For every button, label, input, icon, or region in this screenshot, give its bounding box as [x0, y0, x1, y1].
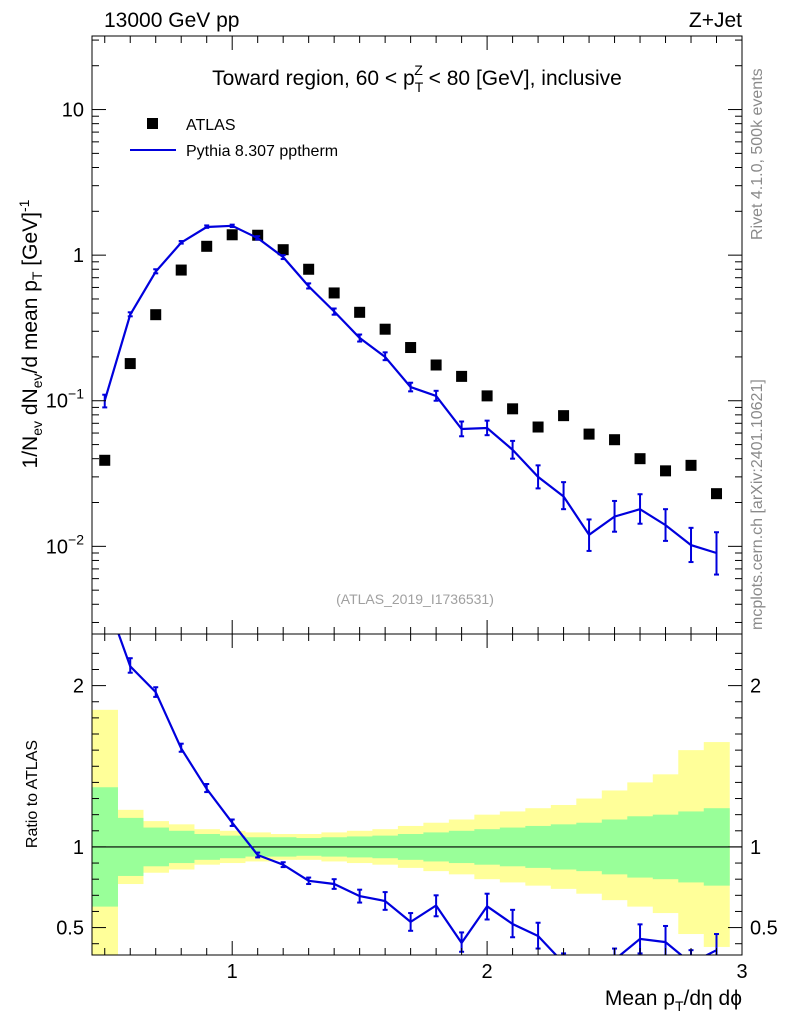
atlas-point [99, 454, 111, 466]
atlas-point [354, 306, 366, 318]
atlas-point [150, 309, 162, 321]
main-ylabel: 1/Nev dNev/d mean pT [GeV]-1 [16, 199, 45, 468]
rivet-version-label: Rivet 4.1.0, 500k events [749, 68, 766, 240]
analysis-watermark: (ATLAS_2019_I1736531) [336, 591, 494, 607]
ratio-ylabel: Ratio to ATLAS [24, 740, 41, 848]
ratio-axes: 1 2 30.5 0.51 12 2 [56, 634, 778, 983]
ylabel-e4: -1 [16, 199, 32, 212]
plot-title: Toward region, 60 < pTZ < 80 [GeV], incl… [212, 62, 622, 95]
main-y-tick-label: 10−2 [46, 531, 84, 558]
xlabel-p2: /dη dϕ [684, 987, 742, 1010]
ratio-y-tick-label: 0.5 [56, 918, 84, 940]
atlas-point [481, 390, 493, 402]
xlabel-p1: Mean p [605, 987, 675, 1010]
atlas-point [583, 428, 595, 440]
atlas-point [303, 263, 315, 275]
atlas-point [456, 370, 468, 382]
atlas-point [711, 488, 723, 500]
atlas-point [634, 453, 646, 465]
main-y-tick-label: 10−1 [46, 386, 84, 413]
atlas-point [405, 342, 417, 354]
legend-label-pythia: Pythia 8.307 pptherm [186, 143, 338, 160]
atlas-point [328, 287, 340, 299]
ratio-y-tick-label-right: 1 [750, 837, 761, 859]
atlas-point [507, 403, 519, 415]
ratio-y-tick-label-right: 0.5 [750, 918, 778, 940]
title-sub: T [415, 79, 424, 95]
x-tick-label: 3 [736, 961, 747, 983]
ylabel-p2: dN [19, 388, 42, 421]
atlas-point [226, 229, 238, 241]
legend-label-atlas: ATLAS [186, 117, 236, 134]
ylabel-p1: 1/N [19, 436, 42, 469]
ylabel-s2: ev [29, 373, 45, 388]
ylabel-s3: T [29, 271, 45, 280]
atlas-point [558, 410, 570, 422]
x-tick-label: 2 [482, 961, 493, 983]
atlas-point [277, 244, 289, 256]
ratio-y-tick-label: 1 [73, 837, 84, 859]
ratio-frame [91, 633, 743, 956]
xlabel-s1: T [675, 998, 684, 1014]
legend: ATLAS Pythia 8.307 pptherm [130, 117, 338, 160]
title-sup: Z [414, 62, 423, 78]
ratio-bands [92, 709, 730, 955]
main-plot-area [99, 223, 723, 576]
ratio-y-tick-label-right: 2 [750, 676, 761, 698]
energy-label: 13000 GeV pp [104, 9, 239, 32]
ylabel-s1: ev [29, 421, 45, 436]
atlas-point [124, 358, 136, 370]
atlas-point [175, 264, 187, 276]
x-tick-label: 1 [227, 961, 238, 983]
title-prefix: Toward region, 60 < p [212, 67, 415, 90]
atlas-point [201, 240, 213, 252]
xlabel: Mean pT/dη dϕ [605, 987, 742, 1014]
atlas-point [685, 459, 697, 471]
atlas-point [430, 359, 442, 371]
atlas-point [379, 323, 391, 335]
atlas-point [609, 434, 621, 446]
title-suffix: < 80 [GeV], inclusive [423, 67, 622, 90]
legend-marker-atlas [147, 118, 158, 129]
ratio-plot-area [92, 634, 742, 955]
main-y-tick-label: 1 [73, 245, 84, 267]
ratio-y-tick-label: 2 [73, 676, 84, 698]
main-axes: 10 1 10−1 10−2 [46, 36, 742, 634]
ylabel-p3: /d mean p [19, 280, 42, 373]
mcplots-label: mcplots.cern.ch [arXiv:2401.10621] [749, 379, 766, 630]
atlas-point [532, 421, 544, 433]
process-label: Z+Jet [689, 9, 742, 32]
main-y-tick-label: 10 [62, 100, 84, 122]
atlas-point [660, 465, 672, 477]
ylabel-p4: [GeV] [19, 212, 42, 272]
